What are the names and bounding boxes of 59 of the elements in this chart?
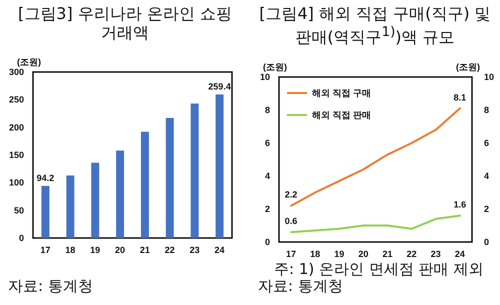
y-tick-label: 250 [8, 94, 24, 105]
x-tick-label: 20 [358, 249, 368, 259]
y-tick-label: 2 [264, 204, 270, 214]
y2-tick-label: 6 [484, 138, 490, 148]
y-tick-label: 300 [8, 67, 24, 77]
bar [41, 186, 50, 238]
y-tick-label: 100 [8, 178, 24, 188]
y-tick-label: 0 [264, 237, 270, 247]
y-tick-label: 10 [260, 72, 270, 82]
data-label: 2.2 [284, 190, 298, 200]
bar [190, 104, 199, 238]
data-label: 94.2 [36, 172, 54, 183]
bar [216, 94, 224, 238]
x-tick-label: 19 [334, 249, 344, 259]
legend-label: 해외 직접 판매 [312, 110, 372, 120]
legend-label: 해외 직접 구매 [312, 88, 372, 98]
y-tick-label: 200 [8, 122, 24, 132]
data-label: 259.4 [208, 81, 231, 92]
y-tick-label: 6 [264, 138, 270, 148]
data-label: 1.6 [454, 200, 466, 210]
text: 자료: 통계청 [258, 277, 343, 295]
y-tick-label: 8 [264, 105, 270, 115]
x-tick-label: 24 [214, 245, 225, 255]
x-tick-label: 23 [430, 249, 441, 259]
x-tick-label: 21 [382, 249, 393, 259]
y2-axis-title: (조원) [456, 62, 480, 72]
x-tick-label: 18 [310, 249, 320, 259]
chart-title: [그림3] 우리나라 온라인 쇼핑 거래액 [17, 4, 233, 42]
y-tick-label: 50 [14, 205, 24, 216]
text: 자료: 통계청 [8, 277, 93, 295]
x-tick-label: 24 [454, 249, 465, 259]
x-tick-label: 17 [286, 249, 296, 259]
y-tick-label: 150 [8, 150, 24, 160]
x-tick-label: 23 [190, 245, 200, 255]
x-tick-label: 21 [140, 245, 150, 255]
y-axis-title: (조원) [17, 57, 41, 67]
y2-tick-label: 4 [484, 171, 490, 181]
x-tick-label: 17 [40, 245, 50, 255]
y2-tick-label: 10 [484, 72, 494, 82]
y-axis-title: (조원) [263, 62, 287, 72]
bar [116, 150, 124, 238]
bar [66, 175, 74, 238]
x-tick-label: 19 [90, 245, 100, 255]
x-tick-label: 22 [164, 245, 175, 255]
bar [91, 162, 100, 238]
x-tick-label: 18 [65, 245, 76, 255]
y-tick-label: 4 [264, 171, 270, 181]
x-tick-label: 20 [115, 245, 126, 255]
y2-tick-label: 0 [484, 237, 490, 247]
data-label: 8.1 [454, 92, 466, 102]
y-tick-label: 0 [18, 233, 24, 243]
chart-title: [그림4] 해외 직접 구매(직구) 및 판매(역직구$^{1)}$)액 규모 [258, 4, 492, 46]
data-label: 0.6 [284, 216, 298, 226]
bar [166, 118, 174, 238]
y2-tick-label: 8 [484, 105, 490, 115]
x-tick-label: 22 [406, 249, 417, 259]
y2-tick-label: 2 [484, 204, 490, 214]
bar [140, 132, 149, 238]
text: 주: 1) 온라인 면세점 판매 제외 [274, 260, 484, 278]
